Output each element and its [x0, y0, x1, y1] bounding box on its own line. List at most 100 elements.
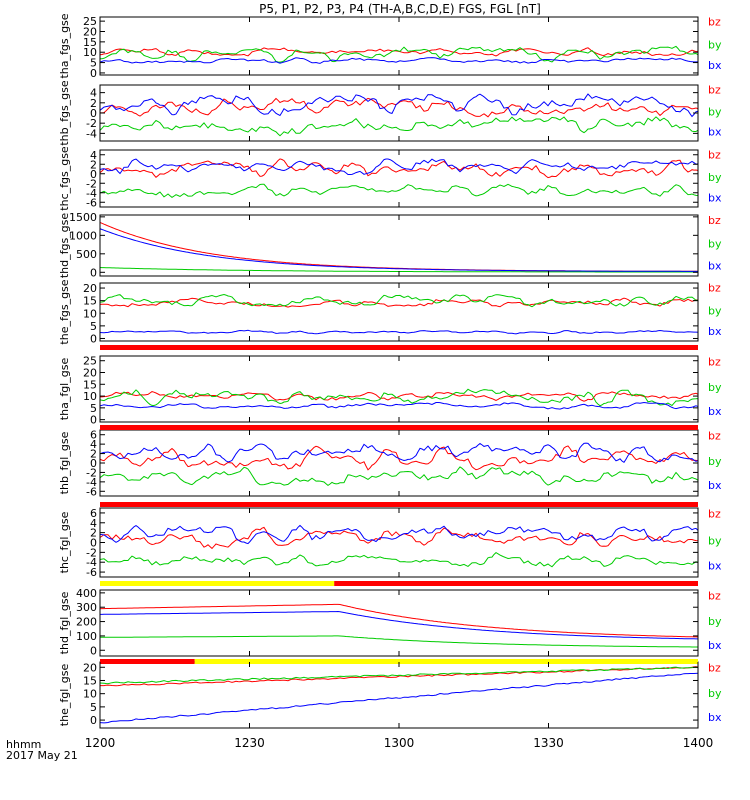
series-bz-thb_fgs_gse [100, 97, 698, 118]
y-tick-label: -4 [86, 476, 97, 489]
y-tick-label: 1500 [69, 211, 97, 224]
y-axis-label: thd_fgl_gse [58, 591, 71, 654]
series-bz-the_fgs_gse [100, 297, 698, 308]
chart-title: P5, P1, P2, P3, P4 (TH-A,B,C,D,E) FGS, F… [259, 2, 541, 16]
legend-bx: bx [708, 479, 722, 492]
legend-by: by [708, 38, 722, 51]
series-by-thb_fgl_gse [100, 466, 698, 487]
series-bx-thd_fgl_gse [100, 610, 698, 640]
y-tick-label: 20 [83, 367, 97, 380]
legend-bz: bz [708, 661, 721, 674]
x-tick-label: 1300 [384, 736, 415, 750]
legend-bz: bz [708, 149, 721, 162]
y-axis-label: thc_fgl_gse [58, 511, 71, 573]
series-bx-thb_fgs_gse [100, 93, 698, 118]
y-tick-label: 0 [90, 332, 97, 345]
legend-bz: bz [708, 429, 721, 442]
y-tick-label: 5 [90, 402, 97, 415]
legend-by: by [708, 534, 722, 547]
series-by-the_fgl_gse [100, 666, 698, 685]
x-tick-label: 1200 [85, 736, 116, 750]
series-bx-tha_fgs_gse [100, 57, 698, 64]
y-tick-label: 25 [83, 355, 97, 368]
legend-bz: bz [708, 83, 721, 96]
y-tick-label: -2 [86, 466, 97, 479]
y-tick-label: -6 [86, 485, 97, 498]
y-axis-label: thc_fgs_gse [58, 146, 71, 211]
y-axis-label: the_fgl_gse [58, 664, 71, 727]
y-tick-label: 10 [83, 390, 97, 403]
y-tick-label: -4 [86, 556, 97, 569]
y-tick-label: 0 [90, 67, 97, 80]
y-tick-label: 100 [76, 630, 97, 643]
x-tick-label: 1330 [533, 736, 564, 750]
y-axis-label: thd_fgs_gse [58, 213, 71, 279]
y-tick-label: 500 [76, 248, 97, 261]
status-bar-segment [100, 345, 698, 350]
legend-bx: bx [708, 260, 722, 273]
series-bx-thd_fgs_gse [100, 228, 698, 272]
y-tick-label: 0 [90, 266, 97, 279]
y-tick-label: -2 [86, 177, 97, 190]
series-by-thc_fgl_gse [100, 551, 698, 568]
y-axis-label: the_fgs_gse [58, 279, 71, 344]
status-bar-segment [100, 659, 195, 664]
series-bx-tha_fgl_gse [100, 401, 698, 410]
legend-bx: bx [708, 639, 722, 652]
legend-bx: bx [708, 125, 722, 138]
y-tick-label: 20 [83, 282, 97, 295]
series-bx-thc_fgl_gse [100, 524, 698, 545]
series-bx-the_fgl_gse [100, 672, 698, 724]
y-tick-label: 2 [90, 97, 97, 110]
y-tick-label: 6 [90, 507, 97, 520]
y-tick-label: 2 [90, 158, 97, 171]
panel-frame [99, 507, 699, 578]
series-by-the_fgs_gse [100, 293, 698, 308]
series-bx-thb_fgl_gse [100, 442, 698, 463]
panel-frame [99, 149, 699, 208]
panel-frame [99, 661, 699, 729]
y-tick-label: 20 [83, 661, 97, 674]
legend-by: by [708, 105, 722, 118]
y-tick-label: 15 [83, 378, 97, 391]
y-tick-label: 5 [90, 57, 97, 70]
legend-bx: bx [708, 711, 722, 724]
status-bar-segment [100, 502, 698, 507]
x-axis: 1200 1230 1300 1330 1400 [85, 17, 713, 750]
x-units-label: hhmm [6, 738, 41, 751]
legend-by: by [708, 687, 722, 700]
legend-bz: bz [708, 16, 721, 29]
y-tick-label: -6 [86, 566, 97, 579]
y-tick-label: -4 [86, 187, 97, 200]
y-tick-label: 25 [83, 15, 97, 28]
y-tick-label: 4 [90, 438, 97, 451]
y-tick-label: 15 [83, 36, 97, 49]
legend-bz: bz [708, 282, 721, 295]
y-tick-label: 4 [90, 87, 97, 100]
status-bar-segment [194, 659, 698, 664]
legend-by: by [708, 238, 722, 251]
y-tick-label: 0 [90, 414, 97, 427]
series-by-thd_fgl_gse [100, 635, 698, 648]
legend-bz: bz [708, 355, 721, 368]
y-tick-label: -6 [86, 196, 97, 209]
y-tick-label: 15 [83, 295, 97, 308]
y-tick-label: 4 [90, 517, 97, 530]
y-axis-label: thb_fgl_gse [58, 431, 71, 494]
status-bars-group [100, 345, 698, 664]
legend-bx: bx [708, 191, 722, 204]
legend-bz: bz [708, 214, 721, 227]
y-tick-label: 20 [83, 26, 97, 39]
panel-frame [99, 84, 699, 142]
series-bz-tha_fgl_gse [100, 391, 698, 402]
y-axis-label: thb_fgs_gse [58, 80, 71, 146]
x-tick-label: 1230 [234, 736, 265, 750]
legend-bx: bx [708, 325, 722, 338]
